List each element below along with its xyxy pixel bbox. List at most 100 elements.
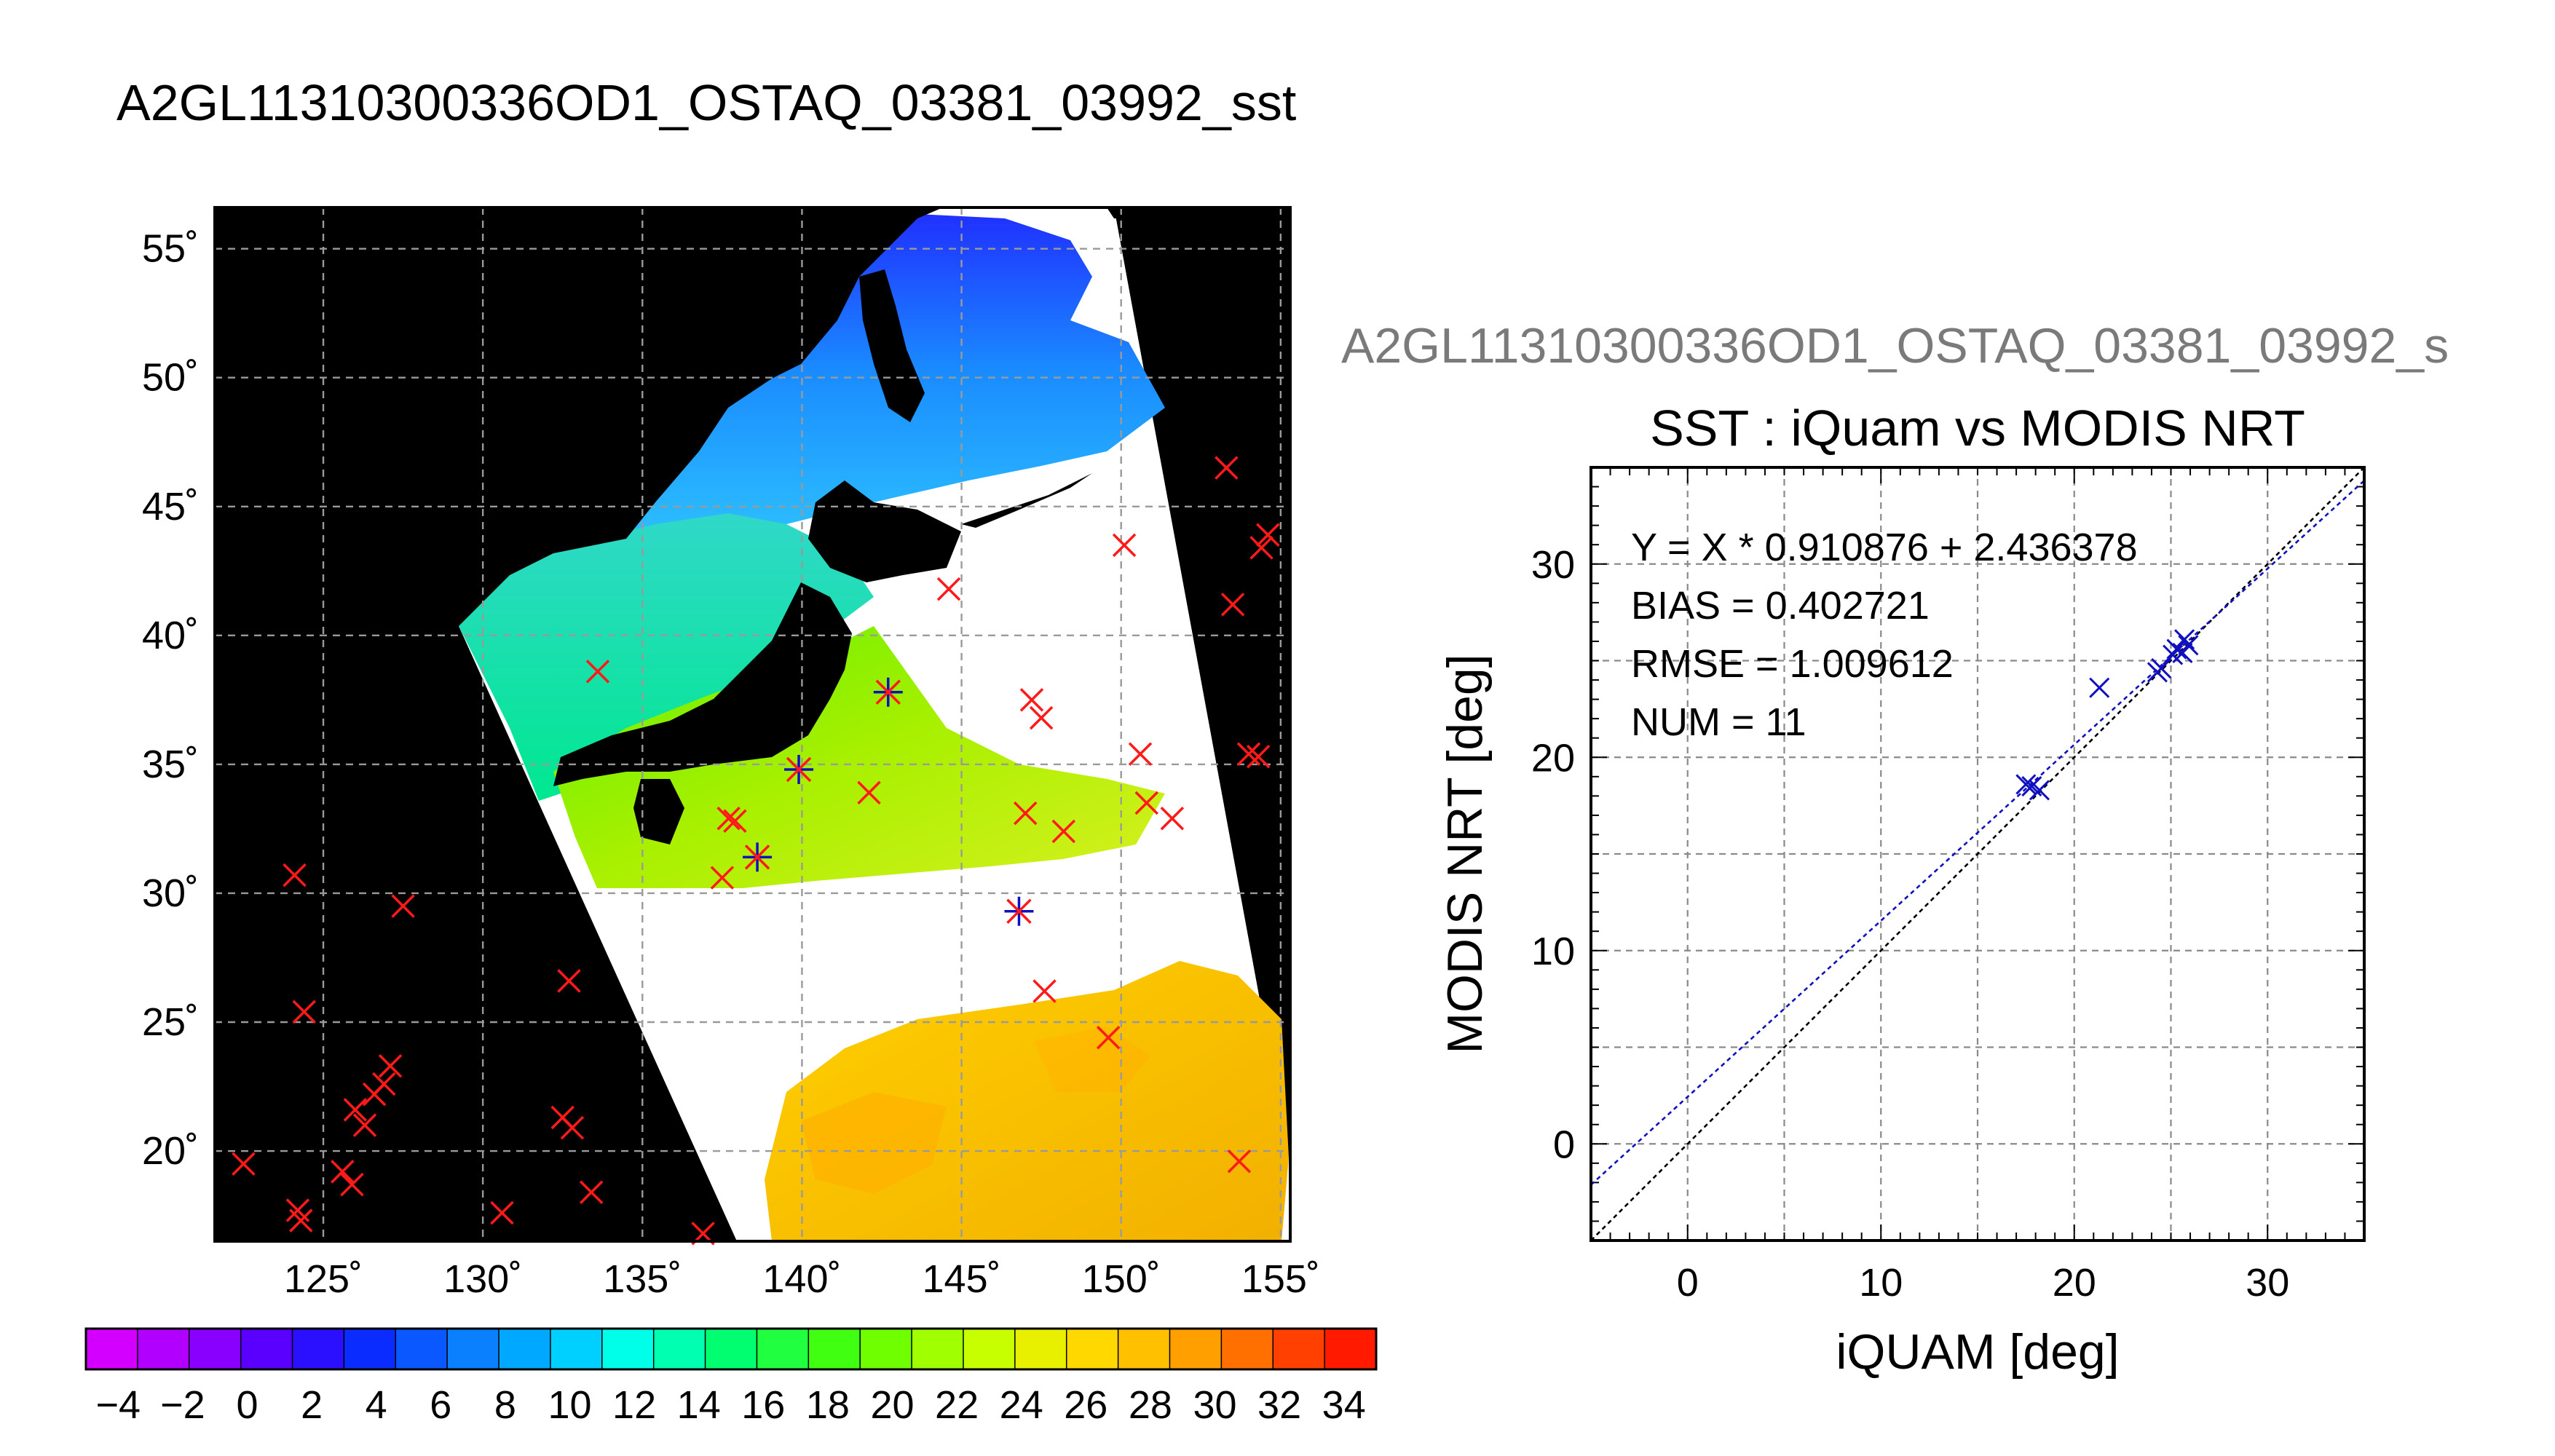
colorbar-label: 2 [301,1383,323,1427]
colorbar-segment [963,1329,1016,1369]
stats-rmse: RMSE = 1.009612 [1631,642,1954,686]
colorbar-frame [84,1327,1378,1371]
scatter-y-tick: 20 [1531,736,1575,780]
unmatched-marker [1128,742,1153,766]
map-markers [232,456,1280,1246]
unmatched-marker [1160,807,1185,831]
unmatched-marker [716,807,741,831]
scatter-point [2151,658,2172,679]
colorbar-label: 10 [548,1383,591,1427]
colorbar-segment [808,1329,861,1369]
scatter-point [2166,638,2187,660]
colorbar-label: −4 [96,1383,141,1427]
land-sakhalin [859,269,925,422]
unmatched-marker [1236,742,1261,766]
scatter-point [2174,629,2195,650]
land-kuril [961,473,1092,528]
unmatched-marker [1134,791,1159,815]
colorbar-segment [189,1329,242,1369]
colorbar-segments [86,1329,1377,1369]
colorbar-label: 30 [1193,1383,1236,1427]
map-grid [215,207,1290,1241]
map-lat-tick: 35˚ [142,743,199,786]
land-honshu [553,582,852,786]
colorbar-segment [292,1329,344,1369]
unmatched-marker [1096,1026,1121,1050]
stats-num: NUM = 11 [1631,700,1806,744]
colorbar-label: 34 [1322,1383,1366,1427]
colorbar-segment [499,1329,551,1369]
colorbar-label: 22 [935,1383,979,1427]
scatter-x-tick: 20 [2053,1261,2096,1305]
colorbar-segment [447,1329,499,1369]
scatter-x-tick: 10 [1859,1261,1903,1305]
unmatched-marker [1019,688,1044,712]
unmatched-marker [579,1180,604,1204]
map-lat-tick: 20˚ [142,1129,199,1173]
unmatched-marker [331,1160,355,1184]
matched-marker [743,842,773,872]
colorbar-segment [240,1329,293,1369]
scatter-xlabel: iQUAM [deg] [1836,1324,2119,1380]
unmatched-marker [585,660,610,684]
unmatched-marker [391,894,415,918]
scatter-points [2015,629,2199,801]
colorbar-label: 18 [806,1383,850,1427]
colorbar-segment [860,1329,912,1369]
colorbar-segment [86,1329,138,1369]
colorbar-label: 16 [741,1383,785,1427]
unmatched-marker [560,1115,585,1140]
colorbar-segment [1273,1329,1325,1369]
colorbar-segment [1066,1329,1119,1369]
colorbar-segment [912,1329,964,1369]
unmatched-marker [710,866,735,890]
colorbar-segment [1014,1329,1067,1369]
map-lon-tick: 145˚ [923,1257,1001,1301]
unmatched-marker [490,1200,514,1225]
colorbar-segment [601,1329,655,1369]
unmatched-marker [289,1208,313,1233]
map-panel: 125˚ 130˚ 135˚ 140˚ 145˚ 150˚ 155˚ 55˚ 50˚ 45˚ 40˚… [142,206,1320,1301]
colorbar-segment [344,1329,396,1369]
unmatched-marker [378,1053,403,1078]
colorbar-label: 32 [1257,1383,1301,1427]
map-tick-labels: 125˚ 130˚ 135˚ 140˚ 145˚ 150˚ 155˚ 55˚ 50˚ 45˚ 40˚… [142,227,1320,1301]
map-lat-tick: 45˚ [142,485,199,529]
colorbar-segment [757,1329,809,1369]
colorbar-segment [653,1329,706,1369]
identity-line [1591,467,2364,1241]
colorbar-label: −2 [160,1383,205,1427]
unmatched-marker [283,863,307,887]
unmatched-marker [936,577,961,601]
map-lat-tick: 40˚ [142,614,199,657]
colorbar-segment [1169,1329,1222,1369]
matched-marker [1004,896,1034,926]
map-lon-tick: 125˚ [284,1257,363,1301]
unmatched-marker [1112,533,1137,558]
sst-green-band [553,626,1165,888]
colorbar-label: 12 [612,1383,656,1427]
colorbar-label: 14 [677,1383,721,1427]
map-lon-tick: 140˚ [762,1257,841,1301]
map-lon-tick: 150˚ [1082,1257,1161,1301]
scatter-frame [1590,466,2366,1242]
scatter-point [2029,780,2050,801]
colorbar-label: 28 [1129,1383,1172,1427]
colorbar-segment [1118,1329,1171,1369]
colorbar-label: 20 [870,1383,914,1427]
colorbar-label: 24 [1000,1383,1043,1427]
sst-mid-band [459,513,874,801]
unmatched-marker [343,1098,368,1122]
map-lat-tick: 30˚ [142,871,199,915]
colorbar-label: 26 [1064,1383,1107,1427]
unmatched-marker [557,969,581,993]
colorbar-label: 0 [236,1383,258,1427]
unmatched-marker [1051,819,1076,844]
scatter-y-tick: 30 [1531,543,1575,587]
colorbar-label: 8 [494,1383,516,1427]
unmatched-marker [1220,593,1245,617]
map-lon-tick: 135˚ [603,1257,682,1301]
scatter-point [2178,635,2199,656]
colorbar-labels: −4 −2 0 2 4 6 8 10 12 14 16 18 20 22 24 26 28 30 32 34 [96,1383,1366,1427]
unmatched-marker [1032,979,1057,1003]
